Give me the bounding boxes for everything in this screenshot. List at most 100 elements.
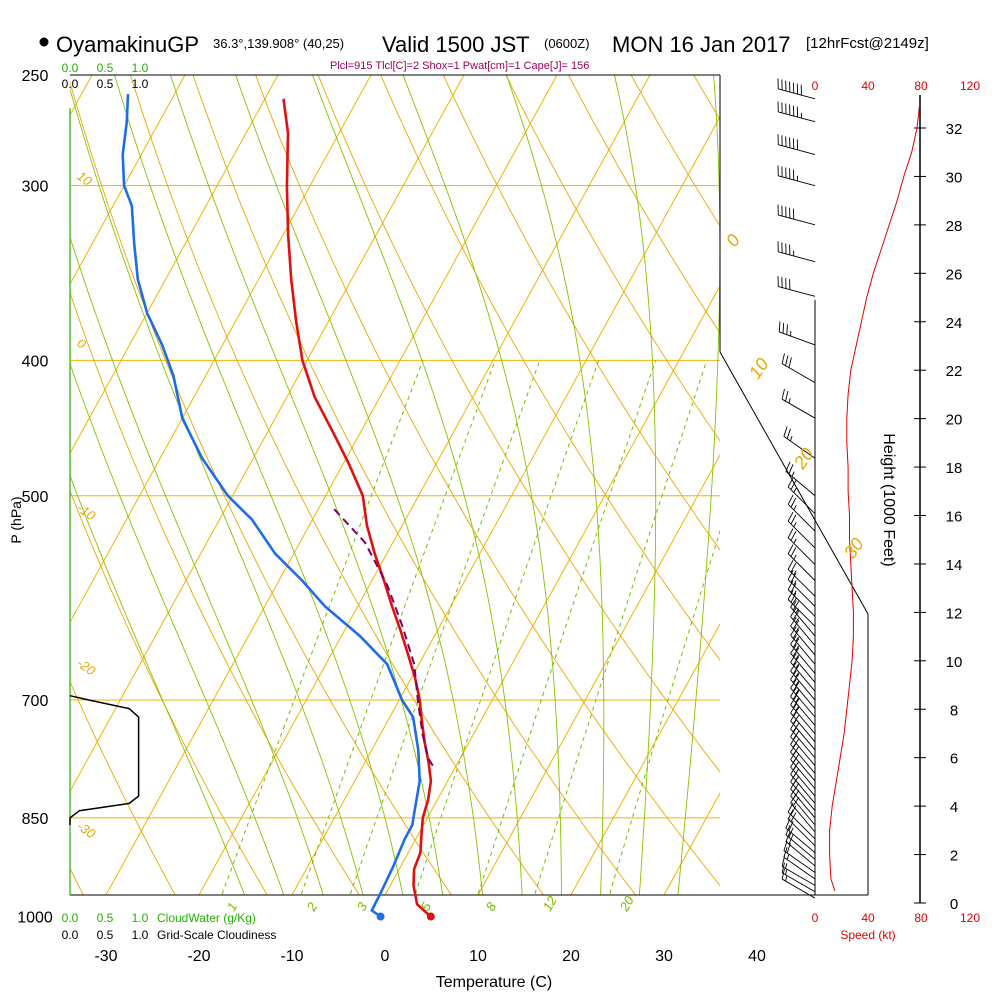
isotherm-line [70, 75, 372, 624]
wind-barb-staff [787, 579, 816, 607]
wind-barb-staff [785, 471, 816, 497]
moist-adiabat-line [402, 75, 562, 895]
wind-barb-half [793, 590, 797, 596]
wind-barb [781, 353, 816, 384]
series-dewpoint-line [121, 94, 422, 918]
moist-adiabat-label: 10 [745, 354, 773, 382]
wind-barb-flag [790, 597, 797, 608]
wind-barb [783, 426, 816, 459]
wind-barb-staff [778, 286, 816, 297]
dry-adiabat-line [129, 75, 545, 895]
wind-barb-flag [790, 635, 797, 645]
moist-adiabat-line [170, 75, 444, 895]
moist-adiabat-label: 0 [722, 231, 744, 251]
wind-barb [777, 276, 816, 297]
height-axis-title: Height (1000 Feet) [880, 433, 897, 566]
wind-barb [787, 580, 816, 617]
wind-barb-flag [792, 601, 800, 611]
wind-barb-staff [790, 634, 816, 665]
wind-barb-staff [781, 363, 816, 384]
cloudwater-top-tick: 0.5 [97, 61, 114, 75]
wind-barb-flag [790, 670, 797, 680]
temperature-tick-label: 10 [469, 948, 487, 965]
wind-barb-flag [790, 583, 797, 593]
wind-barb-half [795, 636, 799, 642]
wind-barb-flag [790, 531, 797, 541]
wind-barb-half [793, 554, 797, 560]
wind-barb-staff [790, 802, 816, 833]
dry-adiabat-line [70, 489, 268, 895]
pressure-tick-label: 700 [22, 693, 49, 710]
mixing-ratio-line [349, 360, 541, 895]
wind-barb-staff [790, 679, 816, 709]
wind-barb-flag [786, 428, 791, 439]
height-tick-label: 0 [950, 896, 958, 913]
wind-barb-staff [790, 625, 816, 656]
wind-barb-staff [781, 878, 816, 899]
wind-barb-flag [790, 592, 797, 603]
temperature-tick-label: 30 [655, 948, 673, 965]
wind-barb-flag [785, 390, 789, 402]
wind-barb-staff [787, 553, 816, 581]
dry-adiabat-line [70, 291, 360, 895]
wind-barb-half [785, 869, 788, 875]
mixing-ratio-label: 5 [418, 899, 435, 913]
wind-barb-half [785, 863, 788, 869]
pressure-axis-title: P (hPa) [8, 496, 24, 543]
speed-top-tick: 0 [812, 79, 819, 93]
wind-barb-staff [790, 751, 816, 782]
height-tick-label: 18 [946, 460, 963, 477]
wind-barb [777, 241, 816, 263]
wind-barb-staff [783, 850, 816, 873]
wind-barb-half [793, 505, 797, 511]
wind-barb-half [795, 618, 799, 623]
height-tick-label: 4 [950, 799, 958, 816]
isotherm-line [70, 75, 465, 793]
wind-barb-staff [790, 670, 816, 701]
wind-barb-staff [790, 788, 816, 819]
isotherm-line [838, 75, 1000, 917]
moist-adiabat-line [235, 75, 483, 895]
wind-barb-staff [790, 606, 816, 637]
wind-barb-staff [783, 436, 816, 459]
wind-barb-flag [787, 544, 794, 554]
mixing-ratio-label: 8 [483, 899, 500, 913]
dry-adiabat-line [255, 75, 720, 887]
height-tick-label: 24 [946, 315, 963, 332]
wind-barb-half [793, 570, 797, 576]
wind-barb-flag [788, 357, 792, 368]
wind-barb-half [795, 627, 799, 633]
series-temperature-line [282, 98, 433, 918]
dry-adiabat-line [192, 75, 637, 895]
wind-barb-staff [783, 856, 816, 880]
wind-barb [785, 461, 816, 497]
wind-barb [790, 616, 816, 656]
wind-barb-staff [790, 720, 816, 751]
wind-barb-flag [787, 494, 794, 505]
wind-barb-flag [783, 426, 788, 437]
wind-barb-flag [790, 653, 797, 663]
height-tick-label: 2 [950, 848, 958, 865]
cloudwater-top-tick: 1.0 [132, 61, 149, 75]
wind-barb [777, 204, 816, 226]
wind-barb-half [793, 600, 797, 606]
height-tick-label: 28 [946, 218, 963, 235]
height-tick-label: 32 [946, 121, 963, 138]
wind-barb [777, 78, 816, 100]
wind-barb-half [795, 645, 799, 651]
dry-adiabat-label: 0 [74, 335, 89, 352]
wind-barb-half [795, 681, 799, 686]
wind-barb-half [793, 538, 797, 544]
wind-barb-flag [787, 528, 794, 538]
mixing-ratio-line [608, 529, 720, 895]
dry-adiabat-line [630, 75, 720, 227]
wind-barb-flag [785, 461, 791, 472]
wind-barb-staff [790, 781, 816, 812]
mixing-ratio-label: 12 [540, 893, 561, 914]
mixing-ratio-line [221, 360, 424, 895]
wind-barb [790, 597, 816, 637]
cloudwater-bottom-tick: 1.0 [132, 911, 149, 925]
wind-barb-flag [792, 610, 800, 620]
pressure-tick-label: 300 [22, 179, 49, 196]
